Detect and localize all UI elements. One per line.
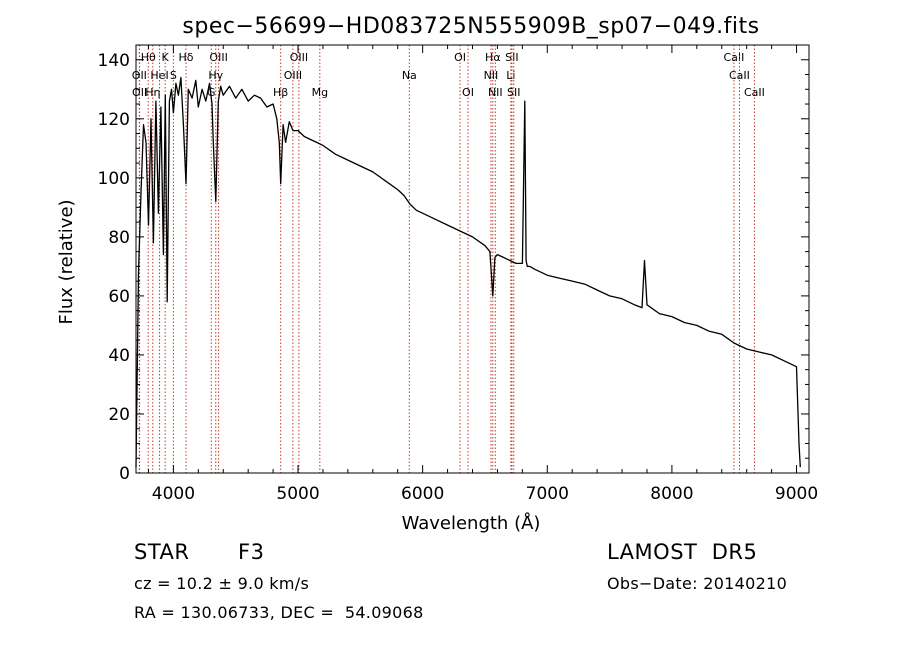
marker-label: Li xyxy=(506,69,515,82)
y-tick-label: 20 xyxy=(108,405,130,425)
y-tick-label: 0 xyxy=(119,464,130,484)
y-axis-label: Flux (relative) xyxy=(56,199,77,324)
marker-label: Hδ xyxy=(178,51,193,64)
axes: 4000 5000 6000 7000 8000 9000 0 20 40 60 80 100 120 1… xyxy=(98,45,818,504)
marker-label: G xyxy=(207,86,216,99)
marker-label: NII xyxy=(488,86,503,99)
y-tick-label: 100 xyxy=(98,169,130,189)
marker-label: OIII xyxy=(284,69,302,82)
marker-label: K xyxy=(162,51,170,64)
marker-label: Mg xyxy=(312,86,328,99)
x-tick-label: 6000 xyxy=(401,484,444,504)
spectrum-series xyxy=(135,76,801,468)
marker-label: OIII xyxy=(290,51,308,64)
x-tick-label: 8000 xyxy=(650,484,693,504)
marker-label: Hβ xyxy=(273,86,288,99)
object-class: STAR xyxy=(134,540,190,564)
marker-label: CaII xyxy=(724,51,745,64)
marker-label: Na xyxy=(402,69,417,82)
x-tick-label: 7000 xyxy=(526,484,569,504)
chart-title: spec−56699−HD083725N555909B_sp07−049.fit… xyxy=(182,14,759,39)
x-axis-label: Wavelength (Å) xyxy=(402,512,541,534)
redshift-readout: cz = 10.2 ± 9.0 km/s xyxy=(134,574,310,593)
plot-frame xyxy=(135,44,810,474)
marker-label: NII xyxy=(484,69,499,82)
y-tick-label: 40 xyxy=(108,346,130,366)
marker-label: SII xyxy=(505,51,518,64)
spectrum-line xyxy=(135,76,801,468)
marker-label: OI xyxy=(454,51,466,64)
marker-label: S xyxy=(170,69,177,82)
x-tick-label: 4000 xyxy=(152,484,195,504)
marker-label: CaII xyxy=(744,86,765,99)
y-tick-label: 140 xyxy=(98,51,130,71)
x-tick-label: 9000 xyxy=(775,484,818,504)
marker-label: Hη xyxy=(145,86,160,99)
survey-name: LAMOST DR5 xyxy=(607,540,758,564)
x-tick-label: 5000 xyxy=(276,484,319,504)
sky-coordinates: RA = 130.06733, DEC = 54.09068 xyxy=(134,603,424,622)
marker-label: Hγ xyxy=(208,69,223,82)
marker-label: CaII xyxy=(729,69,750,82)
marker-label: Hα xyxy=(485,51,501,64)
marker-label: Hθ xyxy=(141,51,156,64)
marker-label: OIII xyxy=(209,51,227,64)
marker-label: HeI xyxy=(150,69,168,82)
y-tick-label: 80 xyxy=(108,228,130,248)
observation-date: Obs−Date: 20140210 xyxy=(607,574,788,593)
y-tick-label: 60 xyxy=(108,287,130,307)
y-tick-label: 120 xyxy=(98,110,130,130)
spectral-subclass: F3 xyxy=(238,540,265,564)
marker-label: OI xyxy=(462,86,474,99)
marker-label: SII xyxy=(507,86,520,99)
